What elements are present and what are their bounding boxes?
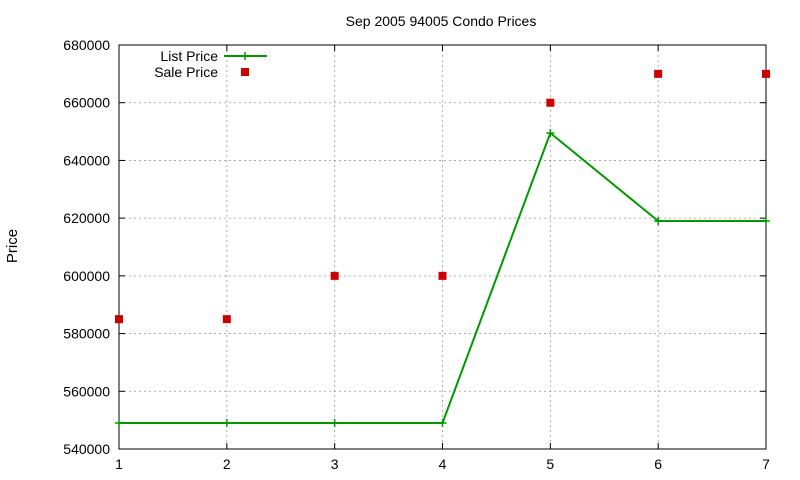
y-tick-label: 600000 xyxy=(63,268,110,284)
x-tick-label: 3 xyxy=(331,456,339,472)
legend-marker-list-price xyxy=(241,52,249,60)
axis-layer: 540000 560000 580000 600000 620000 640000 6600… xyxy=(63,37,770,472)
data-point-sale-price xyxy=(222,315,231,324)
x-tick-label: 4 xyxy=(439,456,447,472)
data-point-sale-price xyxy=(438,271,447,280)
y-tick-label: 540000 xyxy=(63,441,110,457)
data-point-list-price xyxy=(762,217,770,226)
data-point-list-price xyxy=(438,419,447,428)
series-layer xyxy=(115,69,770,428)
y-tick-label: 680000 xyxy=(63,37,110,53)
y-tick-label: 640000 xyxy=(63,152,110,168)
x-tick-label: 7 xyxy=(762,456,770,472)
data-point-list-price xyxy=(330,419,339,428)
x-tick-label: 6 xyxy=(654,456,662,472)
grid-layer xyxy=(119,45,766,449)
data-point-list-price xyxy=(222,419,231,428)
data-point-sale-price xyxy=(762,69,770,78)
x-tick-label: 5 xyxy=(546,456,554,472)
data-point-sale-price xyxy=(115,315,123,324)
x-tick-label: 1 xyxy=(115,456,123,472)
data-point-list-price xyxy=(654,217,663,226)
legend-marker-sale-price xyxy=(241,68,249,76)
data-point-sale-price xyxy=(654,69,663,78)
y-tick-label: 660000 xyxy=(63,95,110,111)
y-tick-label: 620000 xyxy=(63,210,110,226)
y-tick-label: 580000 xyxy=(63,326,110,342)
data-point-sale-price xyxy=(330,271,339,280)
y-axis-label: Price xyxy=(4,229,21,263)
y-tick-label: 560000 xyxy=(63,383,110,399)
legend-label: List Price xyxy=(160,48,218,64)
data-point-list-price xyxy=(546,129,555,138)
chart-title: Sep 2005 94005 Condo Prices xyxy=(346,13,537,29)
legend-label: Sale Price xyxy=(154,64,218,80)
data-point-list-price xyxy=(115,419,123,428)
data-point-sale-price xyxy=(546,98,555,107)
x-tick-label: 2 xyxy=(223,456,231,472)
